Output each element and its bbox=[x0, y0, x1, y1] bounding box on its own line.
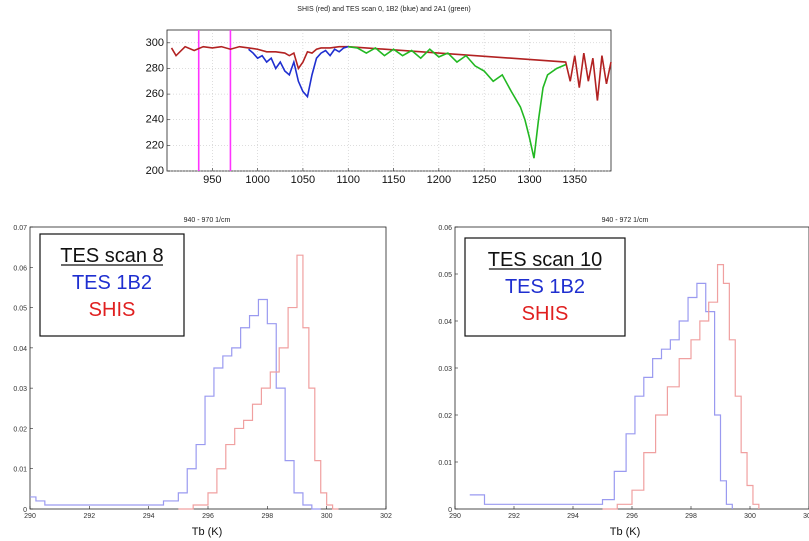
top-series-line bbox=[348, 45, 567, 159]
left-xtick-label: 302 bbox=[380, 513, 392, 520]
right-xtick-label: 298 bbox=[685, 513, 697, 520]
top-xtick-label: 1150 bbox=[382, 174, 406, 186]
right-xtick-label: 296 bbox=[626, 513, 638, 520]
left-xtick-label: 294 bbox=[143, 513, 155, 520]
left-xtick-label: 298 bbox=[261, 513, 273, 520]
left-ytick-label: 0.06 bbox=[13, 265, 27, 272]
right-ytick-label: 0.05 bbox=[438, 272, 452, 279]
left-legend-entry: SHIS bbox=[89, 299, 136, 321]
top-ytick-label: 240 bbox=[146, 114, 164, 126]
right-ytick-label: 0 bbox=[448, 507, 452, 514]
right-legend-entry: TES scan 10 bbox=[488, 249, 603, 271]
right-ytick-label: 0.03 bbox=[438, 366, 452, 373]
left-series-line bbox=[178, 254, 339, 510]
left-ytick-label: 0.07 bbox=[13, 225, 27, 232]
right-xtick-label: 300 bbox=[744, 513, 756, 520]
right-ytick-label: 0.02 bbox=[438, 413, 452, 420]
left-xtick-label: 290 bbox=[24, 513, 36, 520]
right-chart-xlabel: Tb (K) bbox=[610, 526, 641, 538]
right-xtick-label: 292 bbox=[508, 513, 520, 520]
top-ytick-label: 200 bbox=[146, 165, 164, 177]
left-legend-box bbox=[39, 233, 185, 337]
right-ytick-label: 0.01 bbox=[438, 460, 452, 467]
right-series-line bbox=[469, 282, 733, 509]
left-ytick-label: 0 bbox=[23, 507, 27, 514]
left-ytick-label: 0.05 bbox=[13, 306, 27, 313]
right-series-line bbox=[602, 264, 760, 510]
top-ytick-label: 260 bbox=[146, 88, 164, 100]
top-xtick-label: 1050 bbox=[291, 174, 315, 186]
top-ytick-label: 280 bbox=[146, 62, 164, 74]
left-xtick-label: 292 bbox=[83, 513, 95, 520]
top-plot-frame bbox=[166, 29, 612, 172]
top-xtick-label: 1100 bbox=[336, 174, 360, 186]
right-legend-entry: TES 1B2 bbox=[505, 276, 585, 298]
top-chart-title: SHIS (red) and TES scan 0, 1B2 (blue) an… bbox=[297, 6, 470, 13]
top-xtick-label: 950 bbox=[203, 174, 221, 186]
right-legend-entry: SHIS bbox=[522, 303, 569, 325]
right-xtick-label: 294 bbox=[567, 513, 579, 520]
left-ytick-label: 0.02 bbox=[13, 426, 27, 433]
top-xtick-label: 1200 bbox=[427, 174, 451, 186]
left-series-line bbox=[30, 298, 321, 510]
left-legend-entry: TES 1B2 bbox=[72, 272, 152, 294]
top-series-line bbox=[170, 45, 612, 101]
right-xtick-label: 290 bbox=[449, 513, 461, 520]
right-legend-box bbox=[464, 237, 626, 337]
top-xtick-label: 1000 bbox=[245, 174, 269, 186]
left-ytick-label: 0.03 bbox=[13, 386, 27, 393]
top-ytick-label: 300 bbox=[146, 37, 164, 49]
right-ytick-label: 0.04 bbox=[438, 319, 452, 326]
right-ytick-label: 0.06 bbox=[438, 225, 452, 232]
right-xtick-label: 302 bbox=[803, 513, 809, 520]
left-xtick-label: 300 bbox=[321, 513, 333, 520]
left-chart-title: 940 - 970 1/cm bbox=[184, 217, 231, 224]
top-ytick-label: 220 bbox=[146, 139, 164, 151]
top-series-line bbox=[248, 45, 349, 99]
top-xtick-label: 1350 bbox=[563, 174, 587, 186]
left-ytick-label: 0.04 bbox=[13, 346, 27, 353]
top-xtick-label: 1300 bbox=[517, 174, 541, 186]
left-chart-xlabel: Tb (K) bbox=[192, 526, 223, 538]
right-chart-title: 940 - 972 1/cm bbox=[602, 217, 649, 224]
left-xtick-label: 296 bbox=[202, 513, 214, 520]
left-ytick-label: 0.01 bbox=[13, 467, 27, 474]
top-xtick-label: 1250 bbox=[472, 174, 496, 186]
left-legend-entry: TES scan 8 bbox=[60, 245, 163, 267]
